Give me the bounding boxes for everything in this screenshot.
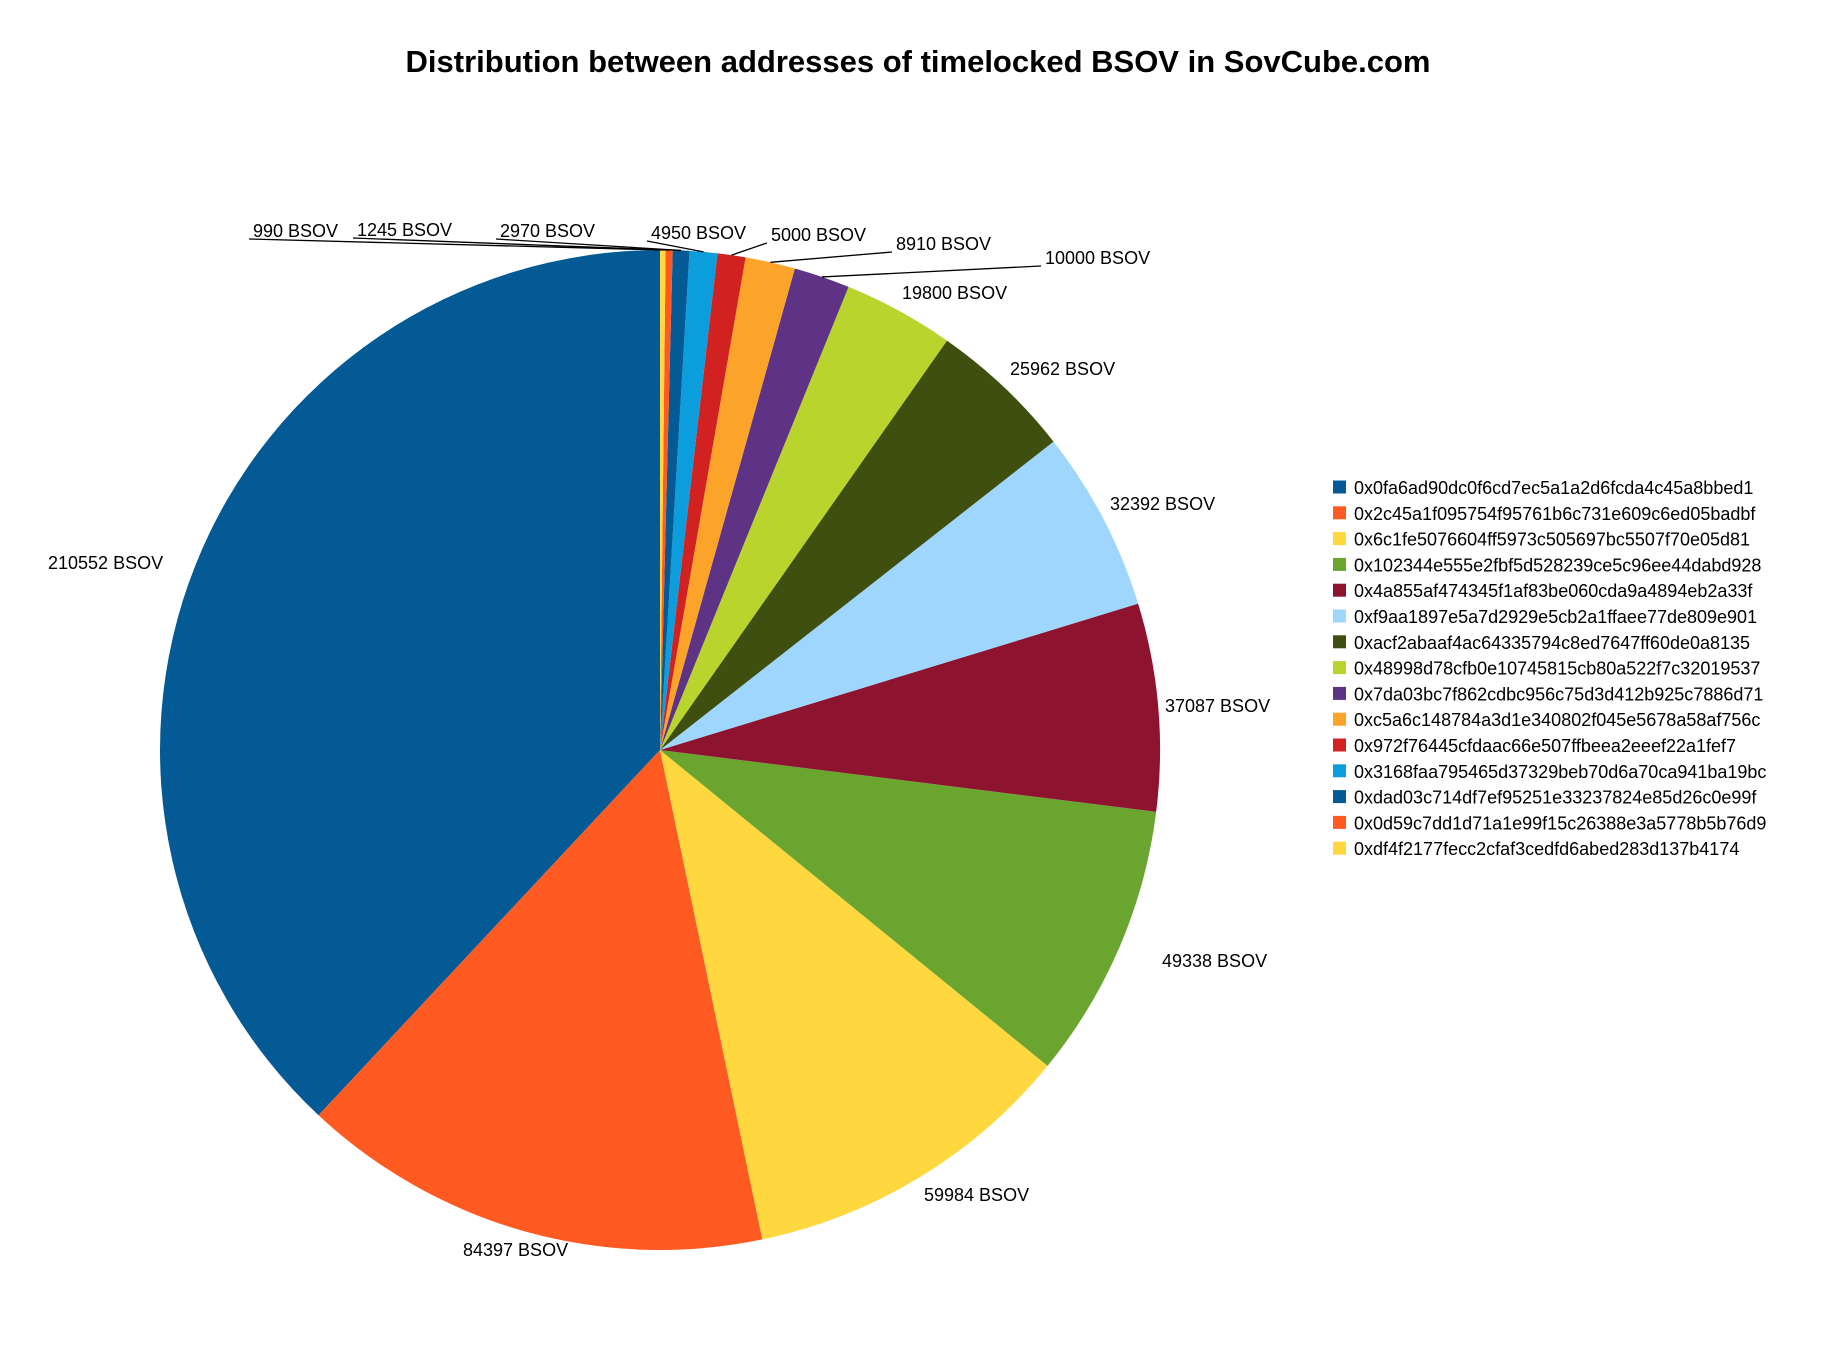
legend-label: 0x0d59c7dd1d71a1e99f15c26388e3a5778b5b76… <box>1354 813 1766 833</box>
legend-swatch <box>1333 764 1346 778</box>
pie-slice-5000-bsov <box>660 253 746 750</box>
leader-line-10000-bsov <box>821 265 1042 278</box>
legend-item: 0x4a855af474345f1af83be060cda9a4894eb2a3… <box>1333 581 1753 601</box>
pie-slice-19800-bsov <box>660 286 947 750</box>
data-label-990-bsov: 990 BSOV <box>253 221 338 241</box>
legend-label: 0xc5a6c148784a3d1e340802f045e5678a58af75… <box>1354 710 1760 730</box>
pie-slice-49338-bsov <box>660 750 1157 1066</box>
legend-item: 0x3168faa795465d37329beb70d6a70ca941ba19… <box>1333 762 1766 782</box>
pie-slices <box>159 250 1160 1250</box>
pie-slice-2970-bsov <box>660 250 690 750</box>
legend-item: 0x6c1fe5076604ff5973c505697bc5507f70e05d… <box>1333 530 1750 550</box>
leader-line-5000-bsov <box>731 242 768 256</box>
legend-label: 0x972f76445cfdaac66e507ffbeea2eeef22a1fe… <box>1354 736 1736 756</box>
leader-line-990-bsov <box>248 238 663 251</box>
legend-label: 0x6c1fe5076604ff5973c505697bc5507f70e05d… <box>1354 530 1750 550</box>
pie-slice-84397-bsov <box>318 750 763 1250</box>
legend-swatch <box>1333 661 1346 675</box>
legend-label: 0x7da03bc7f862cdbc956c75d3d412b925c7886d… <box>1354 684 1763 704</box>
pie-slice-1245-bsov <box>660 250 673 751</box>
data-label-1245-bsov: 1245 BSOV <box>357 220 452 240</box>
data-label-84397-bsov: 84397 BSOV <box>463 1240 568 1260</box>
legend-item: 0xacf2abaaf4ac64335794c8ed7647ff60de0a81… <box>1333 633 1750 653</box>
pie-slice-990-bsov <box>660 250 666 750</box>
legend-label: 0x0fa6ad90dc0f6cd7ec5a1a2d6fcda4c45a8bbe… <box>1354 478 1753 498</box>
legend-label: 0x4a855af474345f1af83be060cda9a4894eb2a3… <box>1354 581 1753 601</box>
legend-swatch <box>1333 506 1346 520</box>
label-leader-lines <box>248 237 1042 278</box>
pie-slice-210552-bsov <box>159 250 660 1116</box>
legend-item: 0x0fa6ad90dc0f6cd7ec5a1a2d6fcda4c45a8bbe… <box>1333 478 1753 498</box>
data-label-210552-bsov: 210552 BSOV <box>48 553 163 573</box>
legend-label: 0xdf4f2177fecc2cfaf3cedfd6abed283d137b41… <box>1354 839 1739 859</box>
legend-swatch <box>1333 480 1346 494</box>
data-label-49338-bsov: 49338 BSOV <box>1162 951 1267 971</box>
pie-slice-37087-bsov <box>660 603 1160 812</box>
legend-swatch <box>1333 841 1346 855</box>
pie-slice-25962-bsov <box>660 340 1054 750</box>
legend-swatch <box>1333 738 1346 752</box>
data-label-37087-bsov: 37087 BSOV <box>1165 696 1270 716</box>
legend-swatch <box>1333 557 1346 571</box>
leader-line-8910-bsov <box>770 251 893 263</box>
leader-line-1245-bsov <box>352 237 670 251</box>
legend-swatch <box>1333 712 1346 726</box>
data-label-8910-bsov: 8910 BSOV <box>896 234 991 254</box>
legend-item: 0x0d59c7dd1d71a1e99f15c26388e3a5778b5b76… <box>1333 813 1766 833</box>
legend-label: 0x2c45a1f095754f95761b6c731e609c6ed05bad… <box>1354 504 1756 524</box>
legend-label: 0xacf2abaaf4ac64335794c8ed7647ff60de0a81… <box>1354 633 1750 653</box>
legend-label: 0xdad03c714df7ef95251e33237824e85d26c0e9… <box>1354 788 1757 808</box>
pie-slice-59984-bsov <box>660 750 1048 1240</box>
pie-slice-4950-bsov <box>660 250 718 750</box>
chart-title: Distribution between addresses of timelo… <box>405 44 1431 79</box>
data-label-32392-bsov: 32392 BSOV <box>1110 494 1215 514</box>
legend-item: 0x48998d78cfb0e10745815cb80a522f7c320195… <box>1333 659 1760 679</box>
legend-item: 0x2c45a1f095754f95761b6c731e609c6ed05bad… <box>1333 504 1756 524</box>
legend-swatch <box>1333 815 1346 829</box>
data-label-4950-bsov: 4950 BSOV <box>651 223 746 243</box>
data-label-19800-bsov: 19800 BSOV <box>902 283 1007 303</box>
leader-line-2970-bsov <box>495 238 682 252</box>
legend-item: 0xdad03c714df7ef95251e33237824e85d26c0e9… <box>1333 788 1757 808</box>
legend-swatch <box>1333 686 1346 700</box>
leader-line-4950-bsov <box>646 240 704 253</box>
data-label-59984-bsov: 59984 BSOV <box>924 1185 1029 1205</box>
legend-swatch <box>1333 583 1346 597</box>
legend-item: 0x102344e555e2fbf5d528239ce5c96ee44dabd9… <box>1333 555 1761 575</box>
legend-item: 0xdf4f2177fecc2cfaf3cedfd6abed283d137b41… <box>1333 839 1739 859</box>
legend-label: 0x48998d78cfb0e10745815cb80a522f7c320195… <box>1354 659 1760 679</box>
data-label-5000-bsov: 5000 BSOV <box>771 225 866 245</box>
legend-item: 0xc5a6c148784a3d1e340802f045e5678a58af75… <box>1333 710 1760 730</box>
pie-slice-8910-bsov <box>660 257 795 750</box>
legend-label: 0xf9aa1897e5a7d2929e5cb2a1ffaee77de809e9… <box>1354 607 1757 627</box>
legend: 0x0fa6ad90dc0f6cd7ec5a1a2d6fcda4c45a8bbe… <box>1333 478 1766 859</box>
legend-item: 0x7da03bc7f862cdbc956c75d3d412b925c7886d… <box>1333 684 1763 704</box>
data-label-10000-bsov: 10000 BSOV <box>1045 248 1150 268</box>
data-label-2970-bsov: 2970 BSOV <box>500 221 595 241</box>
legend-item: 0xf9aa1897e5a7d2929e5cb2a1ffaee77de809e9… <box>1333 607 1757 627</box>
legend-item: 0x972f76445cfdaac66e507ffbeea2eeef22a1fe… <box>1333 736 1736 756</box>
pie-slice-32392-bsov <box>660 441 1139 750</box>
legend-swatch <box>1333 532 1346 546</box>
legend-label: 0x3168faa795465d37329beb70d6a70ca941ba19… <box>1354 762 1766 782</box>
legend-swatch <box>1333 609 1346 623</box>
legend-swatch <box>1333 790 1346 804</box>
legend-swatch <box>1333 635 1346 649</box>
data-label-25962-bsov: 25962 BSOV <box>1010 359 1115 379</box>
pie-slice-10000-bsov <box>660 268 849 750</box>
legend-label: 0x102344e555e2fbf5d528239ce5c96ee44dabd9… <box>1354 555 1761 575</box>
data-labels: 210552 BSOV 84397 BSOV 59984 BSOV 49338 BSO… <box>48 220 1270 1260</box>
